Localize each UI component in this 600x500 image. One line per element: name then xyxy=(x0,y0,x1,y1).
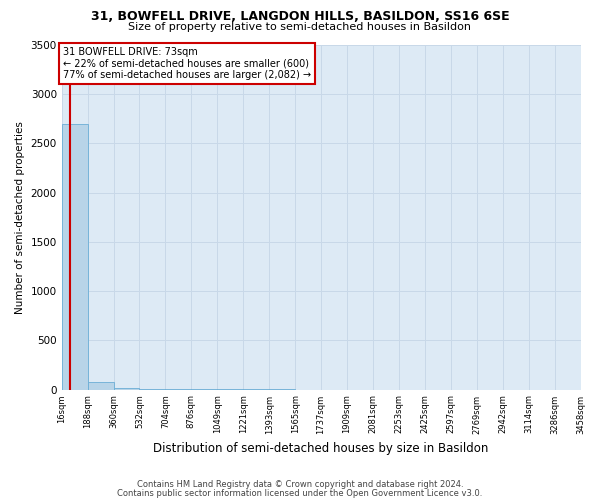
Bar xyxy=(139,389,166,390)
Text: Size of property relative to semi-detached houses in Basildon: Size of property relative to semi-detach… xyxy=(128,22,472,32)
Text: Contains HM Land Registry data © Crown copyright and database right 2024.: Contains HM Land Registry data © Crown c… xyxy=(137,480,463,489)
Bar xyxy=(88,382,113,390)
Text: 31 BOWFELL DRIVE: 73sqm
← 22% of semi-detached houses are smaller (600)
77% of s: 31 BOWFELL DRIVE: 73sqm ← 22% of semi-de… xyxy=(63,47,311,80)
X-axis label: Distribution of semi-detached houses by size in Basildon: Distribution of semi-detached houses by … xyxy=(154,442,489,455)
Text: 31, BOWFELL DRIVE, LANGDON HILLS, BASILDON, SS16 6SE: 31, BOWFELL DRIVE, LANGDON HILLS, BASILD… xyxy=(91,10,509,23)
Bar xyxy=(113,388,139,390)
Text: Contains public sector information licensed under the Open Government Licence v3: Contains public sector information licen… xyxy=(118,488,482,498)
Y-axis label: Number of semi-detached properties: Number of semi-detached properties xyxy=(15,121,25,314)
Bar xyxy=(62,124,88,390)
